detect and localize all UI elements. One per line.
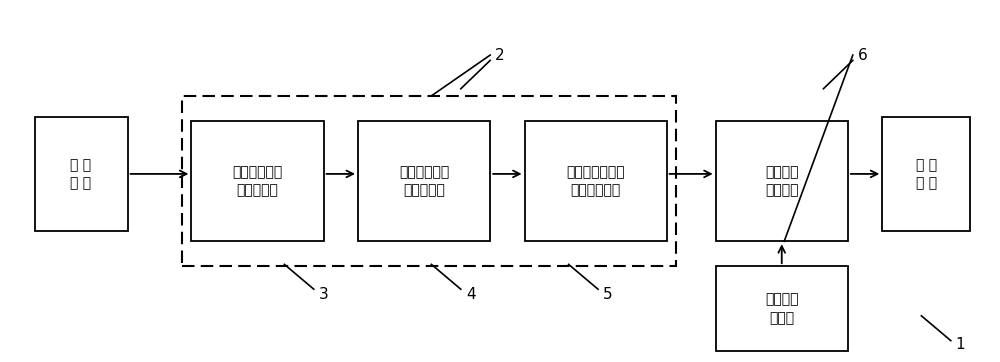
Text: 静音执行
电路模块: 静音执行 电路模块 (765, 165, 798, 197)
Text: 4: 4 (466, 287, 475, 302)
Text: 信 号
输 入: 信 号 输 入 (70, 158, 92, 190)
Bar (716, 121, 848, 241)
Bar (358, 121, 490, 241)
Text: 全波整流与保
持电路模块: 全波整流与保 持电路模块 (399, 165, 449, 197)
Bar (882, 117, 970, 231)
Text: 信 号
输 出: 信 号 输 出 (916, 158, 937, 190)
Bar (182, 96, 676, 266)
Text: 5: 5 (603, 287, 613, 302)
Text: 电压放大与电流
放大电路模块: 电压放大与电流 放大电路模块 (566, 165, 625, 197)
Text: 电平放大与反
相电路模块: 电平放大与反 相电路模块 (232, 165, 283, 197)
Text: 6: 6 (858, 47, 867, 63)
Bar (716, 266, 848, 351)
Bar (34, 117, 128, 231)
Bar (524, 121, 667, 241)
Text: 2: 2 (495, 47, 505, 63)
Bar (191, 121, 324, 241)
Text: 开关机静
音电路: 开关机静 音电路 (765, 292, 798, 325)
Text: 3: 3 (319, 287, 328, 302)
Text: 1: 1 (956, 337, 965, 352)
